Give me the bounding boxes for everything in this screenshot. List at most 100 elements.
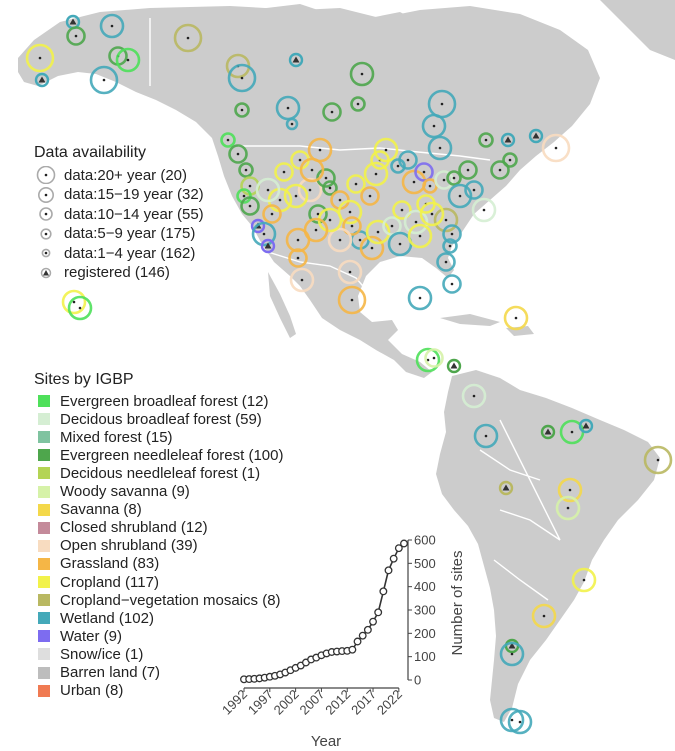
- y-tick-label: 200: [414, 626, 436, 641]
- availability-legend-label: data:10−14 year (55): [64, 205, 204, 223]
- site-marker: [424, 348, 444, 368]
- site-marker: [392, 200, 412, 220]
- site-dot: [438, 146, 442, 150]
- igbp-swatch: [38, 648, 50, 661]
- y-tick-label: 500: [414, 556, 436, 571]
- site-dot: [582, 578, 586, 582]
- site-marker: [303, 217, 329, 243]
- site-marker: [337, 285, 367, 315]
- site-dot: [248, 204, 252, 208]
- igbp-legend-label: Decidous broadleaf forest (59): [60, 410, 262, 428]
- igbp-legend-label: Savanna (8): [60, 501, 142, 519]
- site-dot: [368, 194, 372, 198]
- igbp-legend-item: Water (9): [34, 627, 122, 645]
- site-dot: [568, 488, 572, 492]
- site-marker: [541, 133, 571, 163]
- site-marker: [262, 204, 282, 224]
- igbp-legend-label: Cropland−vegetation mosaics (8): [60, 591, 281, 609]
- availability-legend-item: data:10−14 year (55): [34, 205, 204, 223]
- site-dot: [282, 170, 286, 174]
- site-dot: [358, 238, 362, 242]
- availability-legend-item: data:15−19 year (32): [34, 186, 204, 204]
- igbp-swatch: [38, 485, 50, 498]
- site-marker: [490, 160, 510, 180]
- land-shape: [360, 12, 430, 40]
- site-dot: [510, 652, 514, 656]
- igbp-swatch: [38, 395, 50, 407]
- site-marker: [359, 235, 385, 261]
- data-point: [374, 608, 383, 617]
- site-marker: [528, 128, 544, 144]
- x-tick-label: 1992: [219, 687, 250, 718]
- site-marker: [337, 259, 363, 285]
- site-marker: [255, 177, 281, 203]
- site-dot: [448, 244, 452, 248]
- site-dot: [244, 168, 248, 172]
- site-dot: [482, 208, 486, 212]
- data-point: [384, 566, 393, 575]
- land-shape: [250, 4, 330, 22]
- site-dot: [440, 102, 444, 106]
- site-marker: [458, 160, 478, 180]
- site-marker: [288, 248, 308, 268]
- site-marker: [67, 295, 93, 321]
- site-dot: [38, 56, 42, 60]
- series-points: [240, 539, 408, 684]
- data-point: [369, 617, 377, 626]
- registered-triangle: [504, 136, 512, 143]
- igbp-legend-item: Evergreen broadleaf forest (12): [34, 392, 268, 410]
- site-marker: [34, 72, 50, 88]
- ring-m-symbol: [39, 207, 53, 221]
- site-marker: [342, 216, 362, 236]
- site-marker: [540, 424, 556, 440]
- site-dot: [422, 170, 426, 174]
- y-axis-label: Number of sites: [449, 550, 466, 655]
- site-dot: [554, 146, 558, 150]
- site-dot: [542, 614, 546, 618]
- site-dot: [270, 212, 274, 216]
- site-dot: [432, 356, 436, 360]
- site-marker: [227, 63, 257, 93]
- site-dot: [236, 152, 240, 156]
- site-marker: [442, 274, 462, 294]
- site-count-chart: 0100200300400500600199219972002200720122…: [219, 533, 466, 751]
- site-dot: [484, 434, 488, 438]
- igbp-swatch: [38, 503, 50, 516]
- site-marker: [531, 603, 557, 629]
- chart-axes: 0100200300400500600199219972002200720122…: [219, 533, 436, 718]
- site-marker: [289, 267, 315, 293]
- site-dot: [466, 168, 470, 172]
- site-dot: [390, 224, 394, 228]
- site-marker: [283, 183, 309, 209]
- site-marker: [442, 238, 458, 254]
- site-marker: [234, 102, 250, 118]
- igbp-legend-item: Savanna (8): [34, 501, 142, 519]
- y-tick-label: 100: [414, 649, 436, 664]
- site-dot: [400, 208, 404, 212]
- site-marker: [557, 477, 583, 503]
- site-marker: [427, 89, 457, 119]
- data-point: [358, 631, 367, 640]
- site-dot: [110, 24, 114, 28]
- site-dot: [72, 300, 76, 304]
- igbp-swatch: [38, 576, 50, 588]
- igbp-legend-title: Sites by IGBP: [34, 371, 134, 388]
- x-tick-label: 2017: [348, 687, 379, 718]
- x-tick-label: 1997: [245, 687, 276, 718]
- site-dot: [186, 36, 190, 40]
- site-dot: [298, 158, 302, 162]
- site-dot: [78, 306, 82, 310]
- registered-triangle: [502, 484, 510, 491]
- igbp-legend-item: Grassland (83): [34, 555, 159, 573]
- site-dot: [458, 194, 462, 198]
- igbp-legend-label: Snow/ice (1): [60, 645, 144, 663]
- border-line: [493, 559, 549, 601]
- site-dot: [338, 198, 342, 202]
- site-dot: [356, 102, 360, 106]
- site-dot: [328, 186, 332, 190]
- site-dot: [418, 296, 422, 300]
- site-dot: [444, 260, 448, 264]
- site-dot: [370, 246, 374, 250]
- y-tick-label: 400: [414, 579, 436, 594]
